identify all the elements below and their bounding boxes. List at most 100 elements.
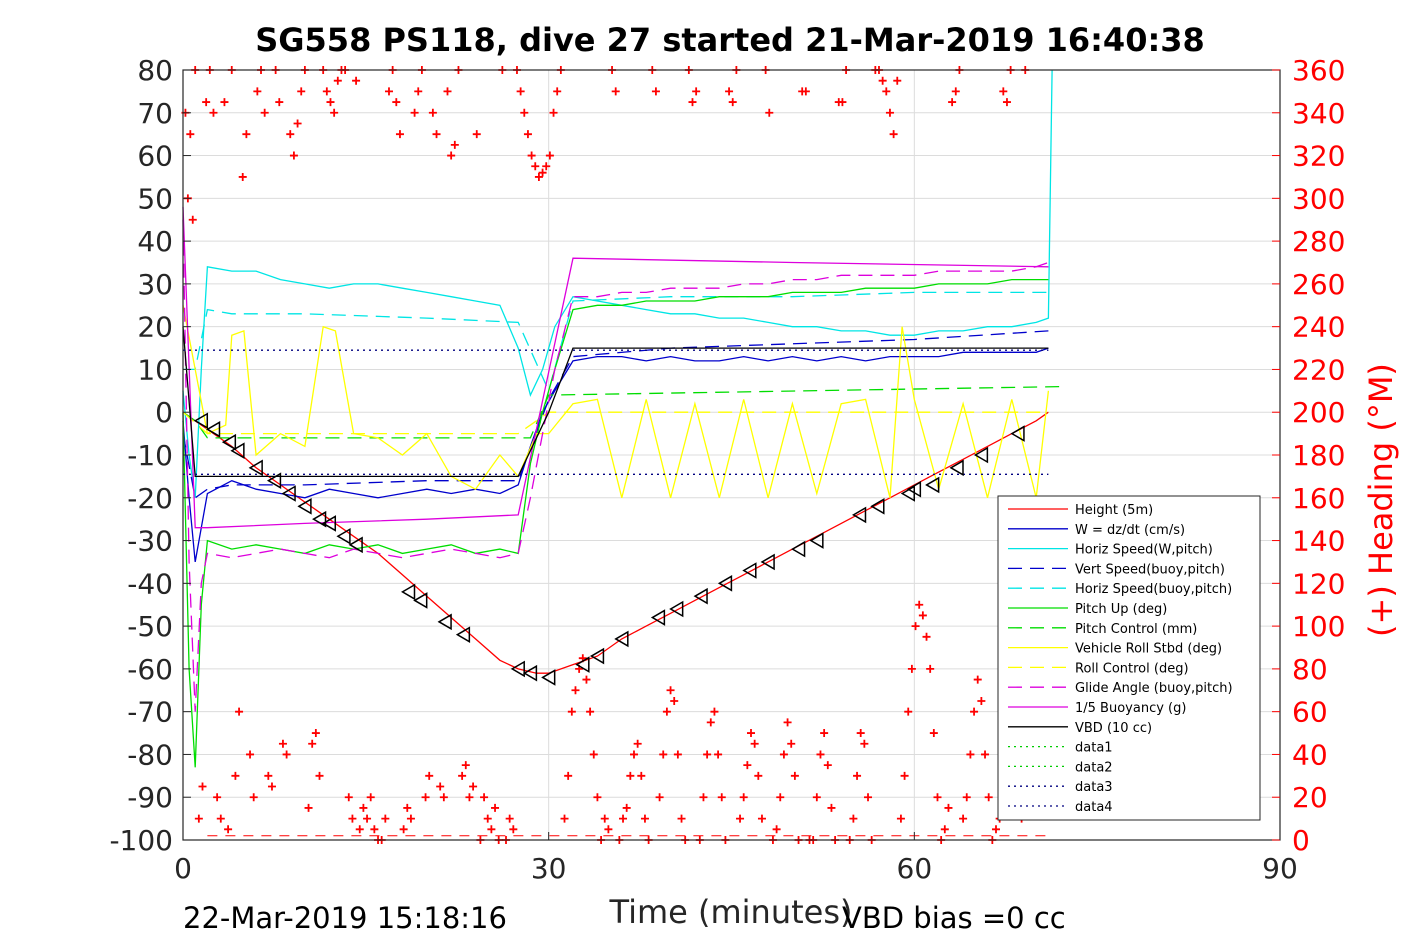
legend-label: Vehicle Roll Stbd (deg) (1075, 642, 1222, 657)
legend-label: Height (5m) (1075, 503, 1153, 518)
heading-point (911, 622, 920, 631)
legend-label: data2 (1075, 760, 1113, 775)
heading-point (820, 729, 829, 738)
series-line-8 (182, 411, 1049, 435)
heading-point (823, 761, 832, 770)
heading-point (604, 825, 613, 834)
heading-point (523, 130, 532, 139)
height-marker (650, 609, 666, 626)
heading-point (651, 87, 660, 96)
left-tick-label: -20 (127, 482, 173, 515)
heading-point (991, 825, 1000, 834)
series-line-6 (182, 385, 1061, 439)
heading-point (962, 793, 971, 802)
heading-point (984, 793, 993, 802)
heading-point (216, 814, 225, 823)
heading-point (264, 771, 273, 780)
x-tick-label: 60 (897, 852, 933, 885)
height-marker (870, 498, 885, 515)
heading-point (534, 172, 543, 181)
heading-point (293, 119, 302, 128)
height-marker (973, 446, 989, 464)
height-marker (348, 536, 363, 554)
right-tick-label: 160 (1292, 482, 1345, 515)
heading-point (860, 739, 869, 748)
series-lines (182, 69, 1061, 768)
heading-point (567, 707, 576, 716)
legend-label: VBD (10 cc) (1075, 721, 1152, 736)
heading-point (933, 793, 942, 802)
heading-point (743, 761, 752, 770)
heading-point (542, 162, 551, 171)
heading-point (864, 793, 873, 802)
heading-point (505, 814, 514, 823)
right-tick-label: 140 (1292, 525, 1345, 558)
heading-point (907, 664, 916, 673)
left-tick-label: 60 (137, 140, 173, 173)
heading-point (432, 130, 441, 139)
heading-point (304, 803, 313, 812)
heading-point (692, 87, 701, 96)
heading-point (904, 707, 913, 716)
heading-point (944, 803, 953, 812)
heading-point (282, 750, 291, 759)
heading-point (275, 98, 284, 107)
heading-point (549, 108, 558, 117)
heading-point (670, 696, 679, 705)
heading-point (392, 98, 401, 107)
heading-point (235, 707, 244, 716)
footer-timestamp: 22-Mar-2019 15:18:16 (183, 901, 507, 935)
height-marker (248, 459, 263, 477)
height-marker (510, 660, 525, 678)
heading-point (545, 151, 554, 160)
heading-point (662, 707, 671, 716)
heading-point (699, 793, 708, 802)
heading-point (801, 87, 810, 96)
height-marker (266, 472, 282, 489)
left-tick-label: 50 (137, 182, 173, 215)
right-tick-label: 320 (1292, 140, 1345, 173)
heading-point (315, 771, 324, 780)
height-marker (230, 442, 245, 460)
heading-point (586, 707, 595, 716)
x-axis-ticks: 0 30 60 90 (174, 832, 1298, 885)
right-tick-label: 120 (1292, 567, 1345, 600)
height-marker (437, 613, 452, 631)
heading-point (765, 108, 774, 117)
heading-point (198, 782, 207, 791)
heading-point (260, 108, 269, 117)
heading-point (922, 632, 931, 641)
left-tick-label: -100 (109, 824, 173, 857)
heading-point (725, 87, 734, 96)
height-marker (541, 669, 556, 686)
heading-point (629, 750, 638, 759)
left-tick-label: -50 (127, 610, 173, 643)
heading-point (436, 782, 445, 791)
heading-point (633, 739, 642, 748)
heading-point (487, 825, 496, 834)
legend-label: data1 (1075, 741, 1113, 756)
height-marker (669, 600, 684, 618)
heading-point (703, 750, 712, 759)
left-tick-label: -40 (127, 567, 173, 600)
heading-point (717, 793, 726, 802)
heading-point (278, 739, 287, 748)
heading-point (728, 98, 737, 107)
height-marker (281, 485, 296, 502)
height-marker (297, 498, 312, 515)
heading-point (297, 87, 306, 96)
height-marker (906, 480, 922, 498)
heading-point (553, 87, 562, 96)
heading-point (666, 686, 675, 695)
heading-point (403, 803, 412, 812)
left-tick-label: -90 (127, 781, 173, 814)
heading-point (677, 814, 686, 823)
height-marker (205, 421, 221, 438)
heading-point (970, 707, 979, 716)
heading-point (747, 729, 756, 738)
heading-point (853, 771, 862, 780)
height-marker (312, 510, 327, 528)
heading-point (673, 750, 682, 759)
heading-point (220, 98, 229, 107)
